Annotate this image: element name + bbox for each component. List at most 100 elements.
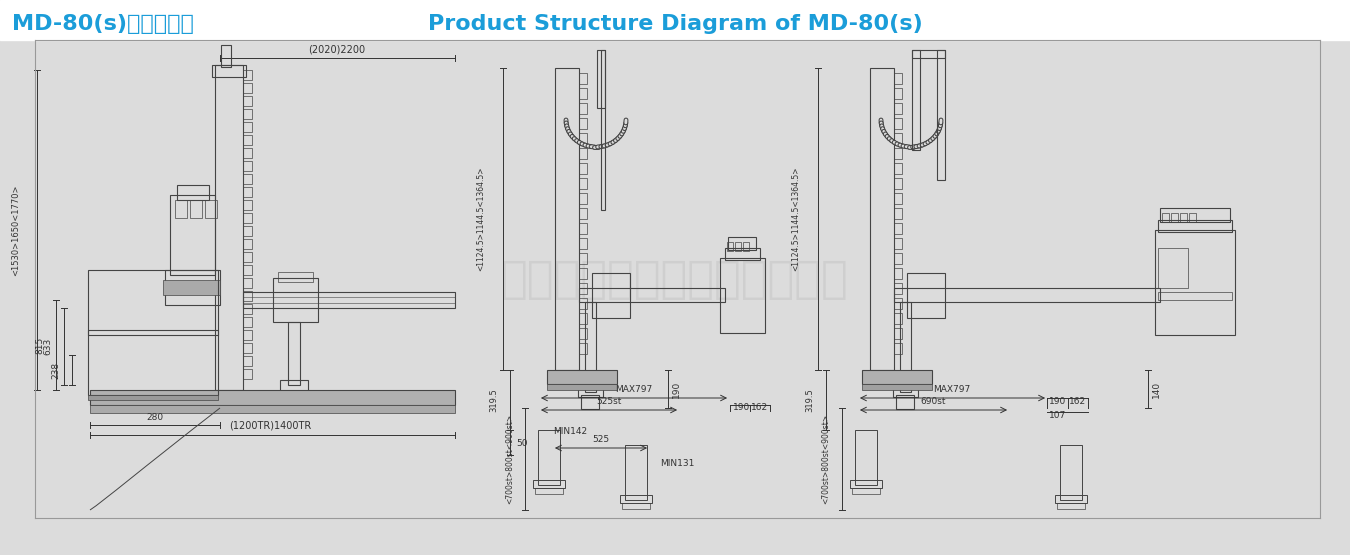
Bar	[90, 405, 455, 413]
Bar	[533, 480, 566, 488]
Bar	[894, 88, 902, 99]
Bar	[894, 208, 902, 219]
Bar	[896, 395, 914, 409]
Bar	[579, 163, 587, 174]
Text: (1200TR)1400TR: (1200TR)1400TR	[230, 421, 310, 431]
Bar	[243, 96, 252, 106]
Bar	[243, 148, 252, 158]
Bar	[578, 385, 603, 397]
Bar	[1180, 213, 1187, 222]
Text: <1124.5>1144.5<1364.5>: <1124.5>1144.5<1364.5>	[791, 166, 801, 271]
Bar	[243, 135, 252, 145]
Bar	[579, 148, 587, 159]
Bar	[190, 200, 202, 218]
Bar	[243, 278, 252, 288]
Bar	[894, 328, 902, 339]
Bar	[243, 109, 252, 119]
Bar	[579, 73, 587, 84]
Bar	[243, 122, 252, 132]
Bar	[579, 298, 587, 309]
Bar	[1054, 495, 1087, 503]
Bar	[163, 280, 220, 295]
Bar	[212, 65, 246, 77]
Bar	[900, 302, 911, 392]
Bar	[894, 103, 902, 114]
Bar	[579, 178, 587, 189]
Bar	[170, 195, 215, 275]
Bar	[165, 270, 220, 305]
Bar	[593, 273, 630, 318]
Bar	[539, 430, 560, 485]
Text: MAX797: MAX797	[933, 385, 971, 394]
Bar	[243, 187, 252, 197]
Bar	[243, 330, 252, 340]
Bar	[894, 283, 902, 294]
Text: 190: 190	[671, 380, 680, 397]
Bar	[894, 148, 902, 159]
Bar	[894, 223, 902, 234]
Bar	[579, 313, 587, 324]
Bar	[1158, 292, 1233, 300]
Text: MIN142: MIN142	[554, 427, 587, 436]
Bar	[579, 328, 587, 339]
Bar	[221, 45, 231, 67]
Text: 140: 140	[1152, 380, 1161, 397]
Bar	[1162, 213, 1169, 222]
Bar	[1160, 208, 1230, 222]
Text: 280: 280	[146, 413, 163, 422]
Bar	[243, 200, 252, 210]
Bar	[547, 370, 617, 384]
Bar	[547, 384, 617, 390]
Text: 107: 107	[1049, 411, 1066, 421]
Bar	[243, 291, 252, 301]
Bar	[579, 238, 587, 249]
Bar	[243, 252, 252, 262]
Text: Product Structure Diagram of MD-80(s): Product Structure Diagram of MD-80(s)	[428, 14, 922, 34]
Bar	[0, 0, 1350, 40]
Bar	[894, 238, 902, 249]
Bar	[243, 369, 252, 379]
Bar	[725, 248, 760, 260]
Text: 633: 633	[43, 338, 53, 355]
Bar	[850, 480, 882, 488]
Bar	[1158, 248, 1188, 288]
Bar	[278, 272, 313, 282]
Bar	[579, 223, 587, 234]
Bar	[579, 283, 587, 294]
Text: 190: 190	[733, 403, 751, 412]
Bar	[863, 370, 931, 384]
Bar	[579, 88, 587, 99]
Bar	[579, 208, 587, 219]
Bar	[535, 488, 563, 494]
Text: <700st>800st<900st>: <700st>800st<900st>	[821, 414, 830, 504]
Bar	[852, 488, 880, 494]
Bar	[243, 213, 252, 223]
Text: <1124.5>1144.5<1364.5>: <1124.5>1144.5<1364.5>	[477, 166, 485, 271]
Text: 162: 162	[752, 403, 768, 412]
Bar	[863, 384, 931, 390]
Bar	[585, 302, 595, 392]
Bar	[720, 258, 765, 333]
Text: 238: 238	[51, 361, 59, 379]
Bar	[597, 50, 605, 108]
Bar	[579, 268, 587, 279]
Bar	[580, 395, 599, 409]
Bar	[579, 103, 587, 114]
Bar	[215, 65, 243, 390]
Text: 815: 815	[35, 336, 45, 354]
Bar	[894, 73, 902, 84]
Text: 319.5: 319.5	[805, 388, 814, 412]
Bar	[579, 193, 587, 204]
Bar	[243, 304, 252, 314]
Bar	[734, 242, 741, 251]
Text: 525: 525	[593, 435, 610, 444]
Bar	[1156, 230, 1235, 335]
Bar	[894, 133, 902, 144]
Bar	[243, 70, 252, 80]
Text: 50: 50	[516, 438, 528, 447]
Bar	[913, 50, 945, 58]
Bar	[243, 343, 252, 353]
Bar	[88, 330, 217, 395]
Bar	[894, 288, 1160, 302]
Bar	[579, 288, 725, 302]
